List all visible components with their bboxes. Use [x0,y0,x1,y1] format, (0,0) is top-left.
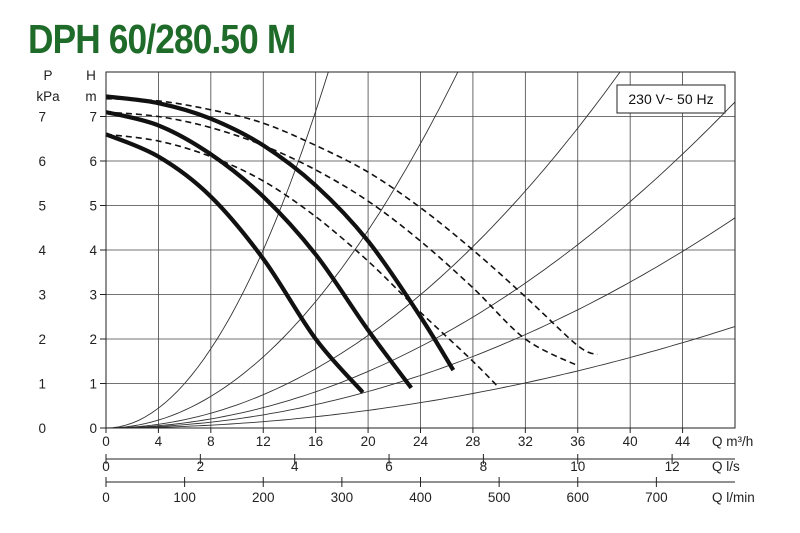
h-tick-label: 0 [89,421,97,436]
h-tick-label: 2 [89,332,97,347]
lmin-tick-label: 100 [173,490,196,505]
h-tick-label: 7 [89,110,97,125]
pump-curves [105,94,598,394]
system-curve [106,217,735,428]
p-tick-label: 3 [38,288,46,303]
pump-curve-solid [105,132,365,394]
ls-tick-label: 6 [385,459,393,474]
system-curve [106,72,459,428]
system-curve [106,101,735,428]
p-tick-label: 2 [38,332,46,347]
ls-tick-label: 0 [102,459,110,474]
lmin-tick-label: 500 [488,490,511,505]
h-tick-label: 5 [89,199,97,214]
lmin-tick-label: 200 [252,490,275,505]
p-tick-label: 7 [38,110,46,125]
p-tick-label: 5 [38,199,46,214]
h-tick-label: 1 [89,377,97,392]
h-axis-symbol: H [86,68,96,83]
pump-curve-dashed [105,97,598,356]
m3h-tick-label: 36 [570,434,585,449]
m3h-tick-label: 8 [207,434,215,449]
ls-tick-label: 10 [570,459,585,474]
m3h-tick-label: 20 [361,434,376,449]
ls-tick-label: 4 [291,459,299,474]
pump-curve-dashed [105,111,579,367]
ls-axis-label: Q l/s [712,459,740,474]
p-axis-unit: kPa [36,89,60,104]
m3h-tick-label: 12 [256,434,271,449]
system-curves [106,72,735,428]
m3h-tick-label: 40 [623,434,638,449]
ls-tick-label: 12 [665,459,680,474]
m3h-tick-label: 0 [102,434,110,449]
m3h-tick-label: 44 [675,434,691,449]
m3h-tick-label: 24 [413,434,429,449]
pump-curve-solid [105,110,413,390]
m3h-tick-label: 16 [308,434,323,449]
ls-tick-label: 8 [480,459,488,474]
lmin-tick-label: 700 [645,490,668,505]
lmin-tick-label: 600 [566,490,589,505]
system-curve [106,326,735,428]
system-curve [106,72,329,428]
lmin-tick-label: 300 [331,490,354,505]
p-tick-label: 4 [38,243,46,258]
m3h-tick-label: 4 [155,434,163,449]
h-tick-label: 6 [89,154,97,169]
p-axis-symbol: P [43,68,52,83]
lmin-tick-label: 0 [102,490,110,505]
m3h-tick-label: 32 [518,434,533,449]
lmin-axis-label: Q l/min [712,490,755,505]
ls-tick-label: 2 [197,459,205,474]
voltage-annotation: 230 V~ 50 Hz [628,91,713,107]
lmin-tick-label: 400 [409,490,432,505]
m3h-axis-label: Q m³/h [712,434,753,449]
p-tick-label: 6 [38,154,46,169]
h-tick-label: 3 [89,288,97,303]
p-tick-label: 0 [38,421,46,436]
h-axis-unit: m [85,89,96,104]
h-tick-label: 4 [89,243,97,258]
chart-title: DPH 60/280.50 M [28,16,296,62]
legend-box: 230 V~ 50 Hz [616,84,726,114]
pump-curve-dashed [105,133,500,389]
pump-curve-solid [105,94,456,372]
p-tick-label: 1 [38,377,46,392]
m3h-tick-label: 28 [465,434,480,449]
